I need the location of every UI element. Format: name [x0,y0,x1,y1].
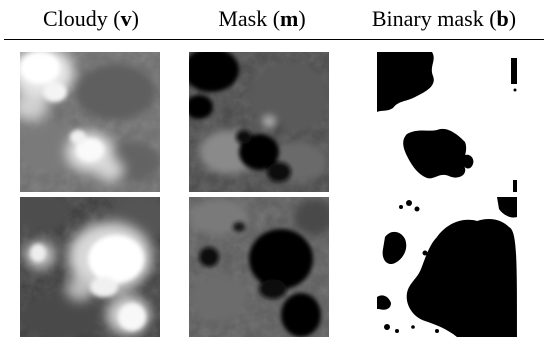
column-header-cloudy-prefix: Cloudy ( [43,6,121,31]
cloudy-image-row2 [20,197,160,337]
binary-mask-row1 [377,52,517,192]
cloudy-image-row1 [20,52,160,192]
column-header-cloudy-symbol: v [120,6,132,31]
binary-mask-row2-graphic [377,197,517,337]
column-header-binary-mask: Binary mask (b) [340,3,548,35]
soft-mask-row1-graphic [189,52,329,192]
column-header-binary-suffix: ) [508,6,517,31]
column-header-binary-symbol: b [496,6,509,31]
cloudy-image-row2-graphic [20,197,160,337]
column-header-mask-prefix: Mask ( [218,6,281,31]
binary-mask-row1-graphic [377,52,517,192]
column-header-binary-prefix: Binary mask ( [371,6,497,31]
soft-mask-row1 [189,52,329,192]
column-header-cloudy-suffix: ) [131,6,139,31]
column-header-cloudy: Cloudy (v) [0,3,182,35]
column-header-mask-suffix: ) [298,6,306,31]
binary-mask-row2 [377,197,517,337]
cloudy-image-row1-graphic [20,52,160,192]
column-header-mask-symbol: m [280,6,299,31]
soft-mask-row2 [189,197,329,337]
soft-mask-row2-graphic [189,197,329,337]
header-rule [4,39,544,40]
column-header-mask: Mask (m) [182,3,342,35]
